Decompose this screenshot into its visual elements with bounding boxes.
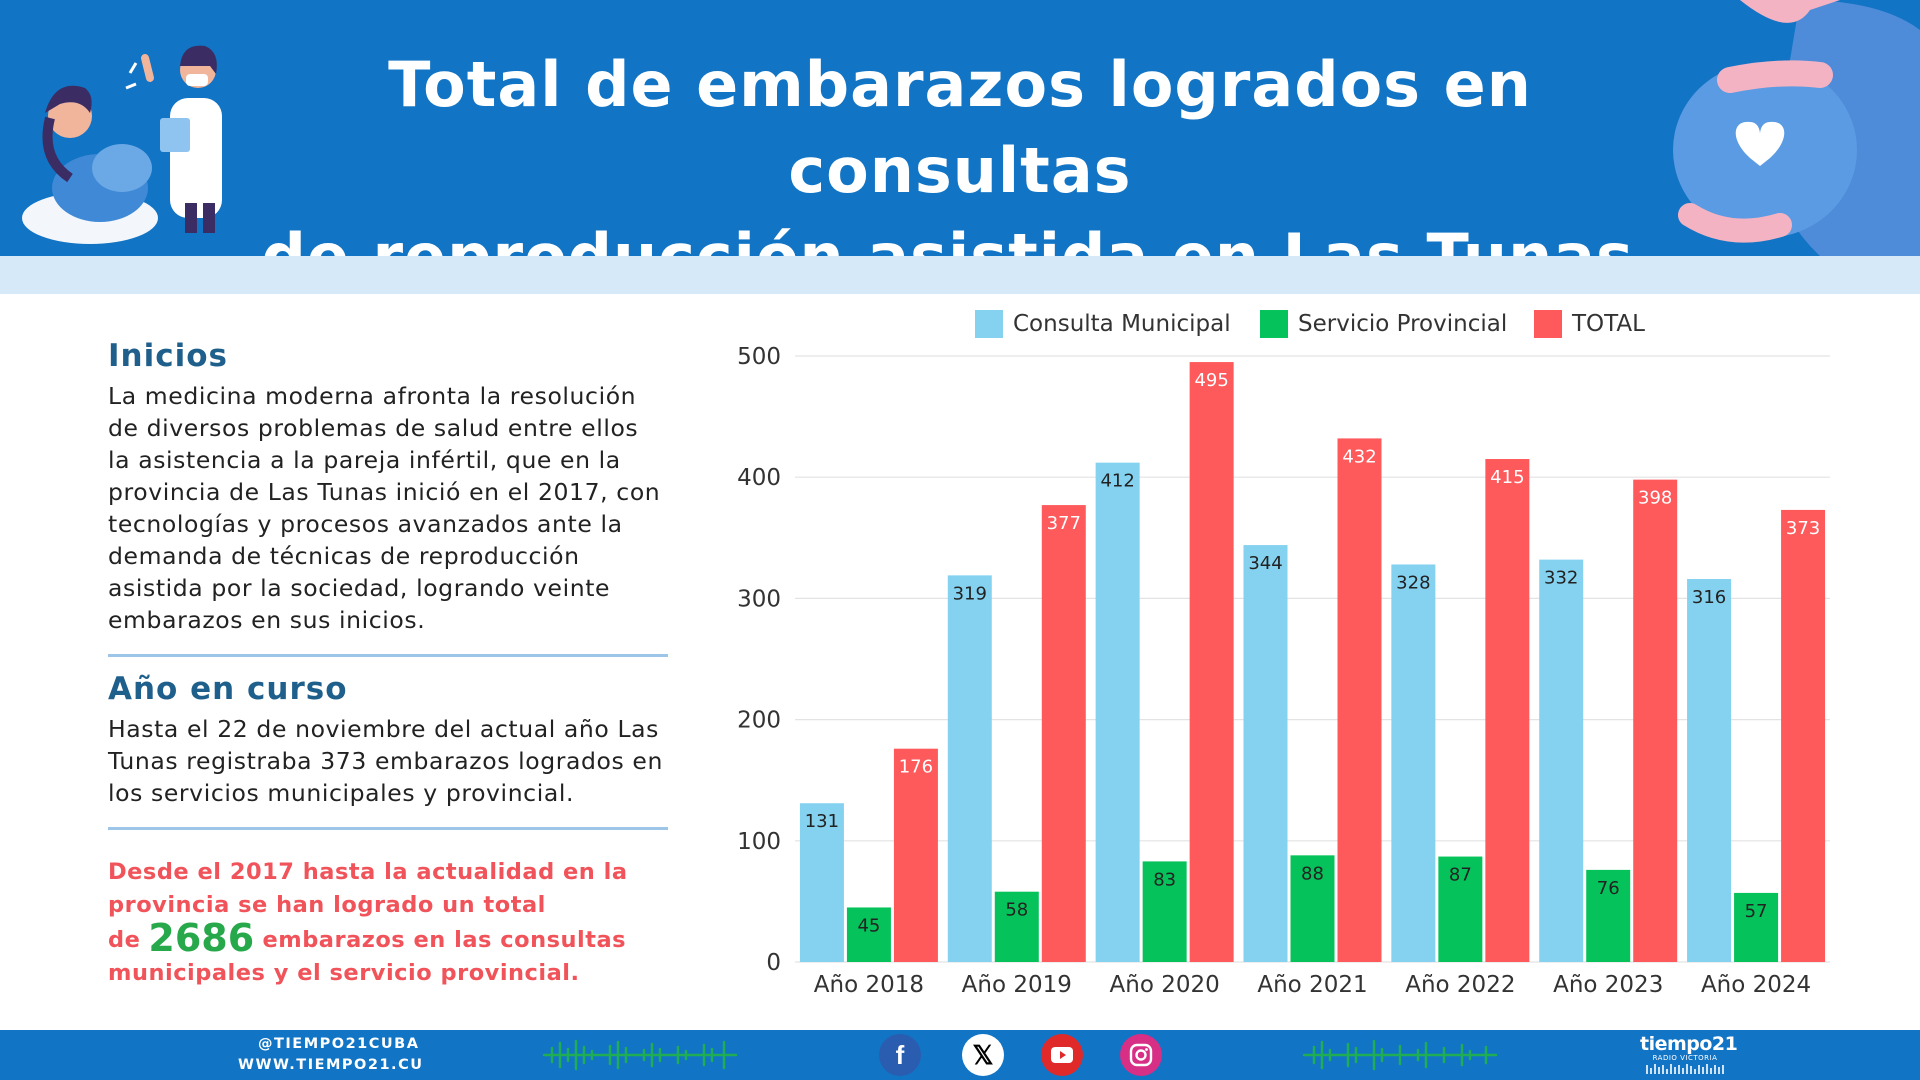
facebook-icon[interactable]: f <box>879 1034 921 1076</box>
bar-value-label: 88 <box>1301 863 1324 884</box>
bar <box>1734 892 1779 962</box>
bar-value-label: 398 <box>1638 488 1672 509</box>
bar <box>1095 462 1140 962</box>
bar <box>1243 545 1288 962</box>
doctor-patient-illustration <box>22 45 222 244</box>
legend-label: Servicio Provincial <box>1298 311 1507 337</box>
bar <box>947 575 992 962</box>
bar <box>1633 479 1678 962</box>
bar-value-label: 76 <box>1597 878 1620 899</box>
brand-bars-icon <box>1646 1064 1724 1074</box>
bar <box>1781 509 1826 962</box>
bar <box>893 748 938 962</box>
bar-value-label: 87 <box>1449 865 1472 886</box>
bar <box>994 891 1039 962</box>
legend-swatch <box>1534 310 1562 338</box>
section-title-inicios: Inicios <box>108 338 228 374</box>
text-column: Inicios La medicina moderna afronta la r… <box>108 338 668 990</box>
bar <box>1539 559 1584 962</box>
brand-name: tiempo21 <box>1640 1033 1738 1055</box>
bar <box>1142 861 1187 962</box>
bar-value-label: 415 <box>1490 467 1524 488</box>
y-tick-label: 400 <box>737 465 781 491</box>
x-tick-label: Año 2020 <box>1110 972 1220 998</box>
x-tick-label: Año 2022 <box>1405 972 1515 998</box>
sound-wave-icon <box>1302 1039 1498 1071</box>
legend-label: Consulta Municipal <box>1013 311 1231 337</box>
total-pregnancies-number: 2686 <box>148 916 255 960</box>
x-icon[interactable]: 𝕏 <box>962 1034 1004 1076</box>
y-tick-label: 200 <box>737 708 781 734</box>
title-line-2: de reproducción asistida en Las Tunas. <box>250 214 1670 256</box>
heart-icon <box>1735 121 1785 166</box>
bar <box>1438 856 1483 962</box>
bar <box>1586 869 1631 962</box>
y-tick-label: 300 <box>737 586 781 612</box>
bar-value-label: 495 <box>1194 370 1228 391</box>
instagram-icon[interactable] <box>1120 1034 1162 1076</box>
divider <box>108 654 668 657</box>
bar-value-label: 412 <box>1100 471 1134 492</box>
bar <box>799 803 844 962</box>
bar <box>1687 579 1732 962</box>
legend-label: TOTAL <box>1571 311 1645 337</box>
legend-swatch <box>975 310 1003 338</box>
bar-value-label: 58 <box>1005 900 1028 921</box>
bar-value-label: 316 <box>1692 587 1726 608</box>
bar <box>1290 855 1335 962</box>
x-tick-label: Año 2024 <box>1701 972 1811 998</box>
header-banner: Total de embarazos logrados en consultas… <box>0 0 1920 256</box>
y-tick-label: 100 <box>737 829 781 855</box>
divider <box>108 827 668 830</box>
header-strip <box>0 256 1920 294</box>
play-icon <box>1051 1047 1073 1063</box>
section-text-anio-en-curso: Hasta el 22 de noviembre del actual año … <box>108 715 663 807</box>
bar-value-label: 131 <box>805 811 839 832</box>
x-tick-label: Año 2019 <box>962 972 1072 998</box>
camera-icon <box>1129 1043 1153 1067</box>
bar-value-label: 319 <box>953 583 987 604</box>
youtube-icon[interactable] <box>1041 1034 1083 1076</box>
chart-svg: 0 100 200 300 400 500 131 45 176 Año 2018 319 58 377… <box>737 310 1830 998</box>
bar-chart: 0 100 200 300 400 500 131 45 176 Año 2018 319 58 377… <box>700 296 1850 1012</box>
brand-subtitle: RADIO VICTORIA <box>1652 1054 1718 1062</box>
bar-value-label: 83 <box>1153 869 1176 890</box>
bar-value-label: 328 <box>1396 572 1430 593</box>
footer-handle[interactable]: @TIEMPO21CUBA <box>258 1036 420 1052</box>
x-tick-label: Año 2023 <box>1553 972 1663 998</box>
sound-wave-icon <box>542 1039 738 1071</box>
highlight-text-after: embarazos en las consultas municipales y… <box>108 927 627 986</box>
x-tick-label: Año 2021 <box>1257 972 1367 998</box>
bar-value-label: 332 <box>1544 568 1578 589</box>
highlight-text-before: Desde el 2017 hasta la actualidad en la … <box>108 859 628 953</box>
footer-website[interactable]: WWW.TIEMPO21.CU <box>238 1057 424 1073</box>
page-title: Total de embarazos logrados en consultas… <box>250 42 1670 256</box>
bar <box>1189 362 1234 962</box>
bar <box>1337 438 1382 962</box>
bar-value-label: 373 <box>1786 518 1820 539</box>
bar <box>1041 505 1086 962</box>
bar <box>846 907 891 962</box>
highlight-paragraph: Desde el 2017 hasta la actualidad en la … <box>108 856 668 990</box>
section-text-inicios: La medicina moderna afronta la resolució… <box>108 382 661 634</box>
bar-value-label: 176 <box>899 757 933 778</box>
footer-bar <box>0 1030 1920 1080</box>
y-tick-label: 500 <box>737 344 781 370</box>
bar-value-label: 344 <box>1248 553 1282 574</box>
pregnant-belly-illustration <box>1673 0 1920 256</box>
bar-value-label: 377 <box>1047 513 1081 534</box>
title-line-1: Total de embarazos logrados en consultas <box>388 48 1532 207</box>
brand-logo[interactable]: tiempo21 RADIO VICTORIA <box>1640 1033 1738 1076</box>
y-tick-label: 0 <box>766 950 781 976</box>
bar <box>1485 459 1530 962</box>
x-tick-label: Año 2018 <box>814 972 924 998</box>
legend-swatch <box>1260 310 1288 338</box>
bar-value-label: 45 <box>857 915 880 936</box>
bar-value-label: 432 <box>1342 446 1376 467</box>
bar <box>1391 564 1436 962</box>
bar-value-label: 57 <box>1745 901 1768 922</box>
section-title-anio-en-curso: Año en curso <box>108 671 348 707</box>
